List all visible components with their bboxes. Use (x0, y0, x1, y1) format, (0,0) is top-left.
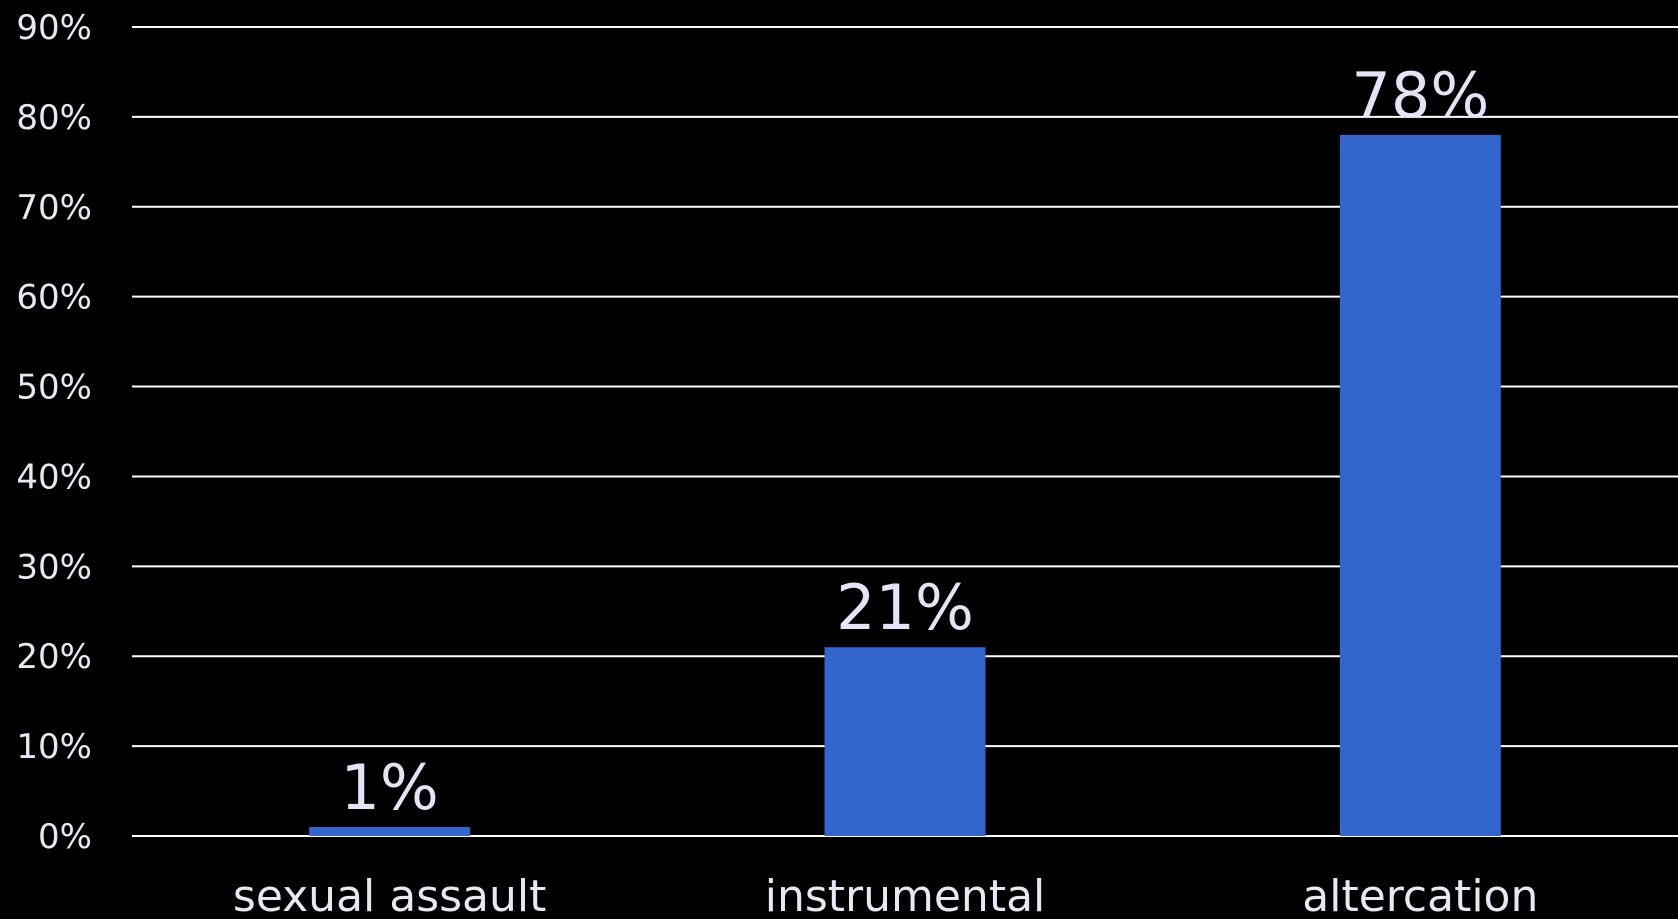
y-axis-tick-labels: 0% 10% 20% 30% 40% 50% 60% 70% 80% 90% (16, 8, 92, 857)
x-category-label-instrumental: instrumental (765, 871, 1046, 919)
y-tick-label: 60% (16, 278, 92, 318)
data-label-altercation: 78% (1351, 59, 1489, 132)
data-label-sexual-assault: 1% (340, 751, 438, 824)
data-labels: 1% 21% 78% (340, 59, 1489, 824)
bar-sexual-assault (309, 827, 471, 836)
bar-instrumental (824, 647, 986, 836)
y-tick-label: 20% (16, 637, 92, 677)
y-tick-label: 0% (38, 817, 92, 857)
y-tick-label: 70% (16, 188, 92, 228)
y-tick-label: 30% (16, 547, 92, 587)
y-tick-label: 80% (16, 98, 92, 138)
data-label-instrumental: 21% (836, 571, 974, 644)
x-axis-category-labels: sexual assault instrumental altercation (233, 871, 1538, 919)
y-tick-label: 50% (16, 368, 92, 408)
bars (309, 134, 1501, 836)
y-tick-label: 90% (16, 8, 92, 48)
x-category-label-altercation: altercation (1302, 871, 1538, 919)
gridlines (132, 26, 1678, 837)
bar-altercation (1339, 134, 1501, 836)
y-tick-label: 40% (16, 457, 92, 497)
x-category-label-sexual-assault: sexual assault (233, 871, 546, 919)
y-tick-label: 10% (16, 727, 92, 767)
